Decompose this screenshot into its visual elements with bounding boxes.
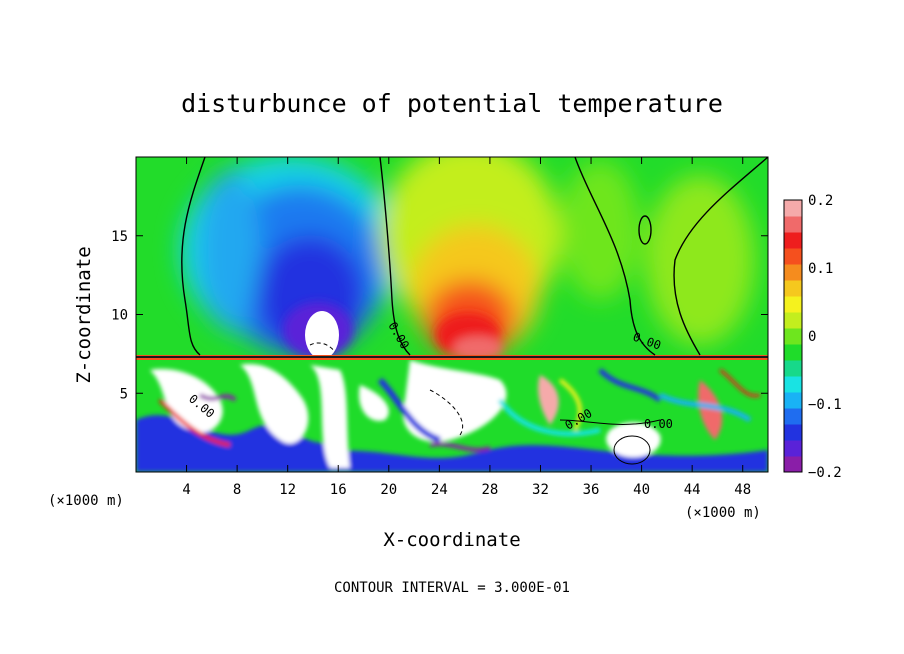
- contour-lines: [181, 157, 768, 465]
- colorbar-tick-label: 0.2: [808, 193, 833, 209]
- x-tick-label: 36: [583, 482, 600, 498]
- colorbar-segment: [784, 344, 802, 361]
- x-unit-left: (×1000 m): [48, 493, 124, 509]
- chart-title: disturbunce of potential temperature: [181, 89, 723, 118]
- y-tick-label: 5: [120, 386, 128, 402]
- colorbar-segment: [784, 440, 802, 457]
- x-tick-label: 28: [481, 482, 498, 498]
- x-tick-label: 40: [633, 482, 650, 498]
- x-tick-label: 48: [734, 482, 751, 498]
- colorbar-segment: [784, 248, 802, 265]
- colorbar-segment: [784, 280, 802, 297]
- heatmap-upper-field: [136, 157, 768, 360]
- colorbar-tick-label: 0: [808, 329, 816, 345]
- y-tick-label: 10: [111, 308, 128, 324]
- colorbar-segment: [784, 360, 802, 377]
- y-tick-label: 15: [111, 229, 128, 245]
- colorbar-segment: [784, 200, 802, 217]
- x-tick-label: 24: [431, 482, 448, 498]
- contour-label: 0.00: [644, 417, 673, 431]
- colorbar-labels: 0.2 0.1 0 −0.1 −0.2: [808, 193, 842, 481]
- colorbar-segment: [784, 328, 802, 345]
- colorbar-segment: [784, 232, 802, 249]
- x-tick-label: 4: [182, 482, 190, 498]
- colorbar-segment: [784, 312, 802, 329]
- x-tick-label: 12: [279, 482, 296, 498]
- colorbar-segment: [784, 296, 802, 313]
- x-tick-label: 8: [233, 482, 241, 498]
- colorbar-segment: [784, 216, 802, 233]
- y-axis-label: Z-coordinate: [73, 246, 95, 383]
- colorbar-tick-label: −0.1: [808, 397, 842, 413]
- colorbar-segment: [784, 424, 802, 441]
- x-unit-right: (×1000 m): [685, 505, 761, 521]
- colorbar-segment: [784, 392, 802, 409]
- heatmap-lower-field: [136, 355, 768, 472]
- colorbar-tick-label: 0.1: [808, 261, 833, 277]
- colorbar: [783, 199, 803, 473]
- colorbar-segment: [784, 408, 802, 425]
- contour-interval-note: CONTOUR INTERVAL = 3.000E-01: [334, 580, 570, 596]
- colorbar-segment: [784, 456, 802, 473]
- x-axis-label: X-coordinate: [383, 529, 520, 551]
- plot-area: [136, 157, 768, 472]
- y-axis-ticks: 5 10 15: [111, 229, 768, 402]
- colorbar-frame: [783, 199, 803, 473]
- x-tick-label: 32: [532, 482, 549, 498]
- x-axis-ticks: 4 8 12 16 20 24 28 32 36 40 44 48: [182, 157, 751, 498]
- colorbar-tick-label: −0.2: [808, 465, 842, 481]
- colorbar-segment: [784, 264, 802, 281]
- x-tick-label: 44: [684, 482, 701, 498]
- colorbar-segment: [784, 376, 802, 393]
- x-tick-label: 20: [380, 482, 397, 498]
- x-tick-label: 16: [330, 482, 347, 498]
